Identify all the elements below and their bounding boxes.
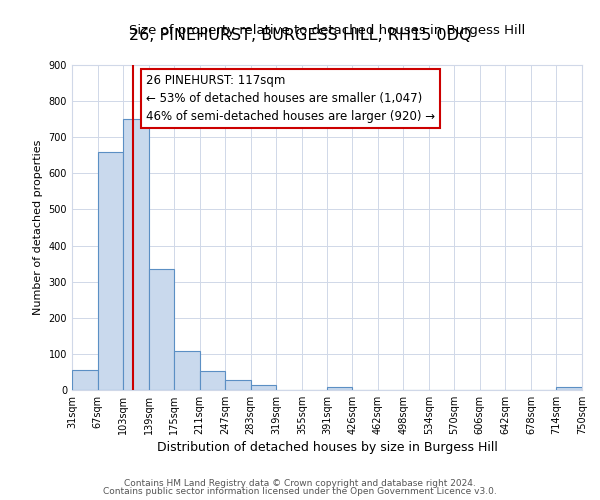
Bar xyxy=(556,387,582,390)
Bar xyxy=(251,384,276,390)
Bar xyxy=(149,269,174,390)
Title: Size of property relative to detached houses in Burgess Hill: Size of property relative to detached ho… xyxy=(129,24,525,38)
X-axis label: Distribution of detached houses by size in Burgess Hill: Distribution of detached houses by size … xyxy=(157,441,497,454)
Bar xyxy=(98,152,123,390)
Text: 26 PINEHURST: 117sqm
← 53% of detached houses are smaller (1,047)
46% of semi-de: 26 PINEHURST: 117sqm ← 53% of detached h… xyxy=(146,74,435,123)
Bar xyxy=(72,370,98,390)
Bar xyxy=(174,351,200,390)
Bar xyxy=(200,371,225,390)
Text: 26, PINEHURST, BURGESS HILL, RH15 0DQ: 26, PINEHURST, BURGESS HILL, RH15 0DQ xyxy=(129,28,471,42)
Bar xyxy=(225,380,251,390)
Y-axis label: Number of detached properties: Number of detached properties xyxy=(33,140,43,315)
Bar xyxy=(328,387,352,390)
Bar xyxy=(123,119,149,390)
Text: Contains HM Land Registry data © Crown copyright and database right 2024.: Contains HM Land Registry data © Crown c… xyxy=(124,478,476,488)
Text: Contains public sector information licensed under the Open Government Licence v3: Contains public sector information licen… xyxy=(103,487,497,496)
